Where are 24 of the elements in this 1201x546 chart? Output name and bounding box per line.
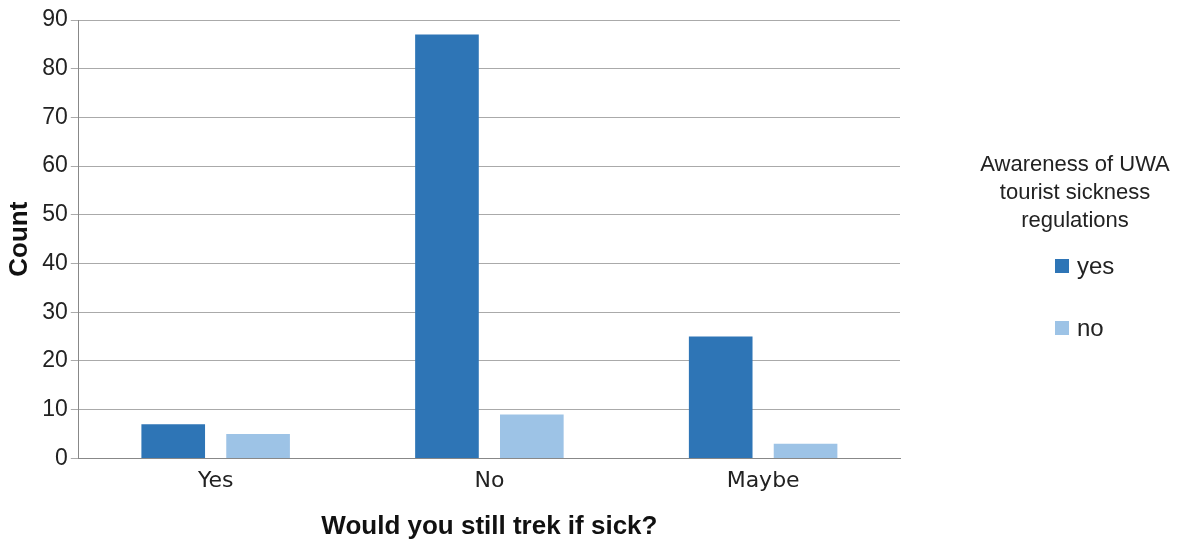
legend-title: Awareness of UWA tourist sickness regulations — [979, 150, 1171, 234]
y-tick-label: 70 — [42, 102, 68, 129]
y-tick-label: 20 — [42, 346, 68, 373]
y-tick-label: 40 — [42, 248, 68, 275]
y-tick-label: 90 — [42, 5, 68, 32]
bar — [415, 34, 479, 458]
x-tick-label: Yes — [196, 467, 234, 493]
x-tick-label: Maybe — [726, 467, 800, 493]
y-tick-label: 10 — [42, 395, 68, 422]
bar — [226, 434, 290, 458]
y-axis-title: Count — [2, 201, 33, 277]
bar — [688, 336, 753, 458]
x-axis-title: Would you still trek if sick? — [321, 509, 658, 540]
y-tick-label: 0 — [54, 443, 68, 470]
bar — [773, 443, 838, 458]
legend-label: no — [1077, 314, 1104, 342]
x-tick-label: No — [474, 467, 505, 493]
legend-label: yes — [1077, 252, 1115, 280]
bar — [500, 414, 564, 458]
y-tick-label: 60 — [42, 151, 68, 178]
bar — [141, 424, 206, 458]
y-tick-label: 30 — [42, 297, 68, 324]
y-tick-label: 50 — [42, 200, 68, 227]
y-tick-label: 80 — [42, 54, 68, 81]
